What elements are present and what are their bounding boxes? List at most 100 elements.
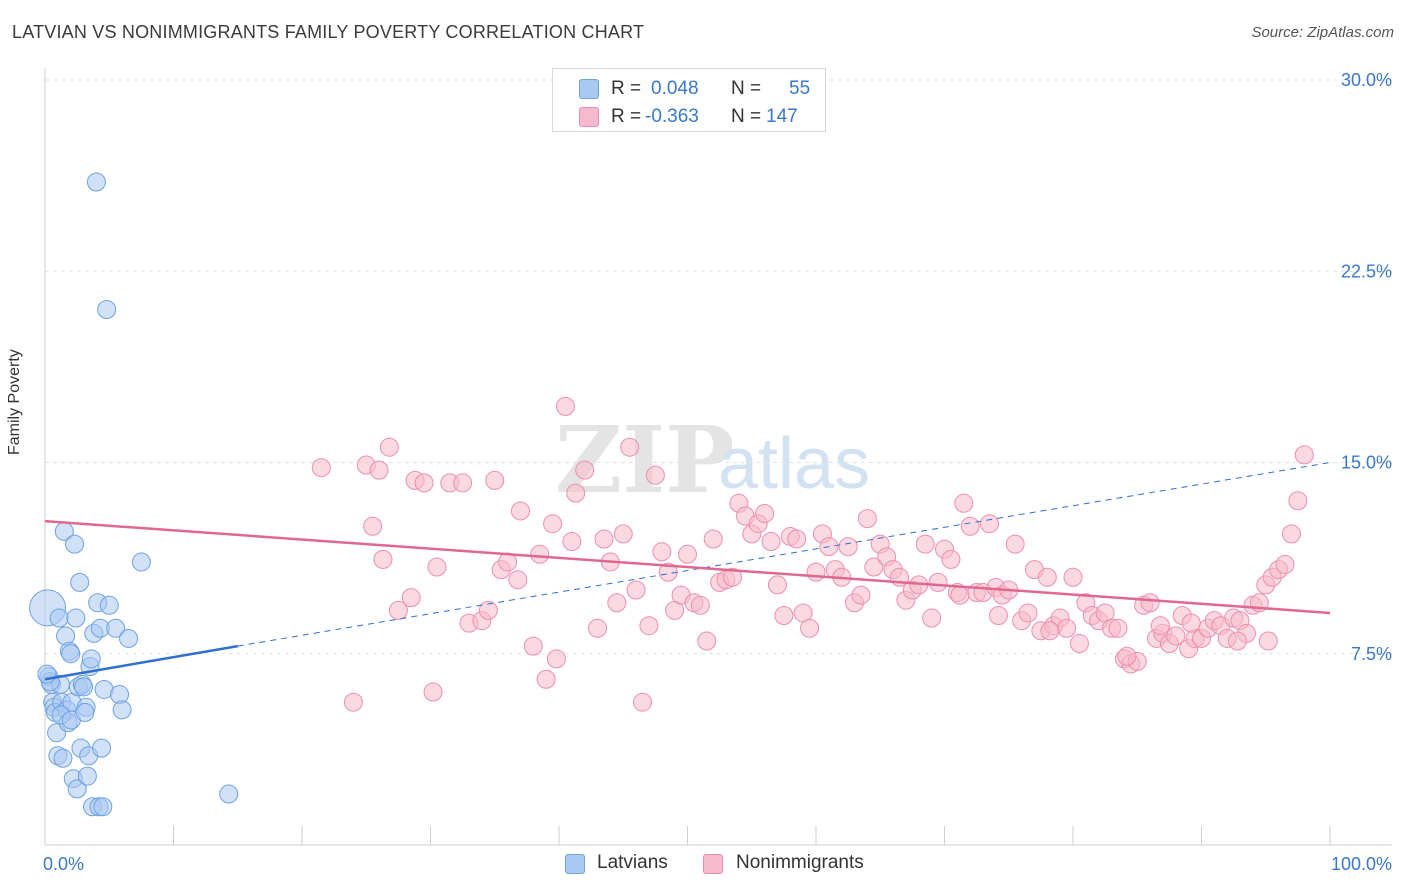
nonimmigrants-point — [543, 514, 563, 534]
nonimmigrants-point — [864, 557, 884, 577]
chart-source: Source: ZipAtlas.com — [1251, 24, 1394, 41]
nonimmigrants-point — [697, 631, 717, 651]
latvians-trend-extension — [237, 462, 1331, 647]
watermark-zip: ZIP — [555, 406, 734, 514]
nonimmigrants-point — [1281, 524, 1301, 544]
nonimmigrants-point — [1057, 618, 1077, 638]
nonimmigrants-point — [800, 618, 820, 638]
nonimmigrants-point — [562, 532, 582, 552]
latvians-point — [81, 649, 101, 669]
nonimmigrants-point — [1063, 567, 1083, 587]
nonimmigrants-point — [311, 458, 331, 478]
nonimmigrants-point — [960, 516, 980, 536]
nonimmigrants-point — [1040, 621, 1060, 641]
latvians-point — [37, 664, 57, 684]
latvians-point — [75, 702, 95, 722]
nonimmigrants-point — [1288, 491, 1308, 511]
nonimmigrants-point — [633, 692, 653, 712]
latvians-point — [86, 172, 106, 192]
nonimmigrants-point — [363, 516, 383, 536]
nonimmigrants-point — [1069, 634, 1089, 654]
latvians-point — [131, 552, 151, 572]
legend-label-nonimmigrants: Nonimmigrants — [736, 852, 864, 873]
nonimmigrants-point — [523, 636, 543, 656]
nonimmigrants-point — [478, 600, 498, 620]
nonimmigrants-point — [613, 524, 633, 544]
correlation-legend: R = 0.048 N = 55 R = -0.363 N = 147 — [552, 68, 826, 132]
latvians-point — [219, 784, 239, 804]
legend-row-latvians: R = 0.048 N = 55 — [553, 73, 825, 103]
latvians-point — [93, 797, 113, 817]
nonimmigrants-point — [427, 557, 447, 577]
nonimmigrants-point — [453, 473, 473, 493]
y-tick-label: 15.0% — [1341, 453, 1392, 473]
x-tick-label-right: 100.0% — [1331, 854, 1392, 874]
y-tick-label: 30.0% — [1341, 70, 1392, 90]
legend-n-label: N = — [731, 78, 762, 99]
latvians-point — [119, 628, 139, 648]
watermark-atlas: atlas — [718, 424, 870, 504]
nonimmigrants-point — [857, 509, 877, 529]
nonimmigrants-point — [703, 529, 723, 549]
nonimmigrants-point — [343, 692, 363, 712]
y-tick-label: 7.5% — [1351, 644, 1392, 664]
nonimmigrants-point — [639, 616, 659, 636]
latvians-point — [53, 748, 73, 768]
latvians-point — [74, 677, 94, 697]
nonimmigrants-point — [722, 567, 742, 587]
latvians-point — [106, 618, 126, 638]
nonimmigrants-point — [787, 529, 807, 549]
latvians-point — [92, 738, 112, 758]
nonimmigrants-point — [626, 580, 646, 600]
nonimmigrants-point — [922, 608, 942, 628]
nonimmigrants-point — [1166, 626, 1186, 646]
legend-label-latvians: Latvians — [597, 852, 668, 873]
nonimmigrants-point — [1108, 618, 1128, 638]
nonimmigrants-point — [755, 504, 775, 523]
latvians-point — [67, 779, 87, 799]
nonimmigrants-point — [767, 575, 787, 595]
nonimmigrants-point — [485, 470, 505, 490]
chart-title: LATVIAN VS NONIMMIGRANTS FAMILY POVERTY … — [12, 22, 645, 42]
legend-r-value: 0.048 — [651, 78, 699, 99]
legend-r-value: -0.363 — [645, 106, 699, 127]
y-tick-label: 22.5% — [1341, 261, 1392, 281]
nonimmigrants-point — [388, 600, 408, 620]
nonimmigrants-point — [806, 562, 826, 582]
latvians-point — [97, 300, 117, 319]
nonimmigrants-point — [1150, 616, 1170, 636]
legend-row-nonimmigrants: R = -0.363 N = 147 — [553, 101, 825, 131]
nonimmigrants-point — [652, 542, 672, 562]
nonimmigrants-point — [510, 501, 530, 521]
nonimmigrants-point — [950, 585, 970, 605]
x-tick-label-left: 0.0% — [43, 854, 84, 874]
latvians-point — [65, 534, 85, 554]
nonimmigrants-point — [508, 570, 528, 590]
latvians-point — [66, 608, 86, 628]
nonimmigrants-point — [536, 669, 556, 689]
nonimmigrants-point — [1258, 631, 1278, 651]
nonimmigrants-point — [1294, 445, 1314, 465]
nonimmigrants-point — [423, 682, 443, 702]
nonimmigrants-point — [1140, 593, 1160, 613]
nonimmigrants-point — [369, 460, 389, 480]
nonimmigrants-point — [530, 544, 550, 564]
nonimmigrants-legend-swatch — [703, 854, 723, 874]
latvians-point — [77, 766, 97, 786]
nonimmigrants-point — [678, 544, 697, 564]
nonimmigrants-point — [1117, 646, 1137, 666]
nonimmigrants-point — [414, 473, 434, 493]
latvians-point — [70, 572, 90, 592]
nonimmigrants-point — [954, 493, 974, 513]
nonimmigrants-point — [575, 460, 595, 480]
nonimmigrants-point — [690, 595, 710, 615]
nonimmigrants-point — [838, 537, 858, 557]
legend-r-label: R = — [611, 78, 642, 99]
nonimmigrants-point — [979, 514, 999, 534]
nonimmigrants-trend-line — [44, 519, 1331, 615]
nonimmigrants-point — [915, 534, 935, 554]
latvians-point — [112, 700, 132, 720]
nonimmigrants-point — [941, 549, 961, 569]
latvians-point — [61, 644, 81, 664]
